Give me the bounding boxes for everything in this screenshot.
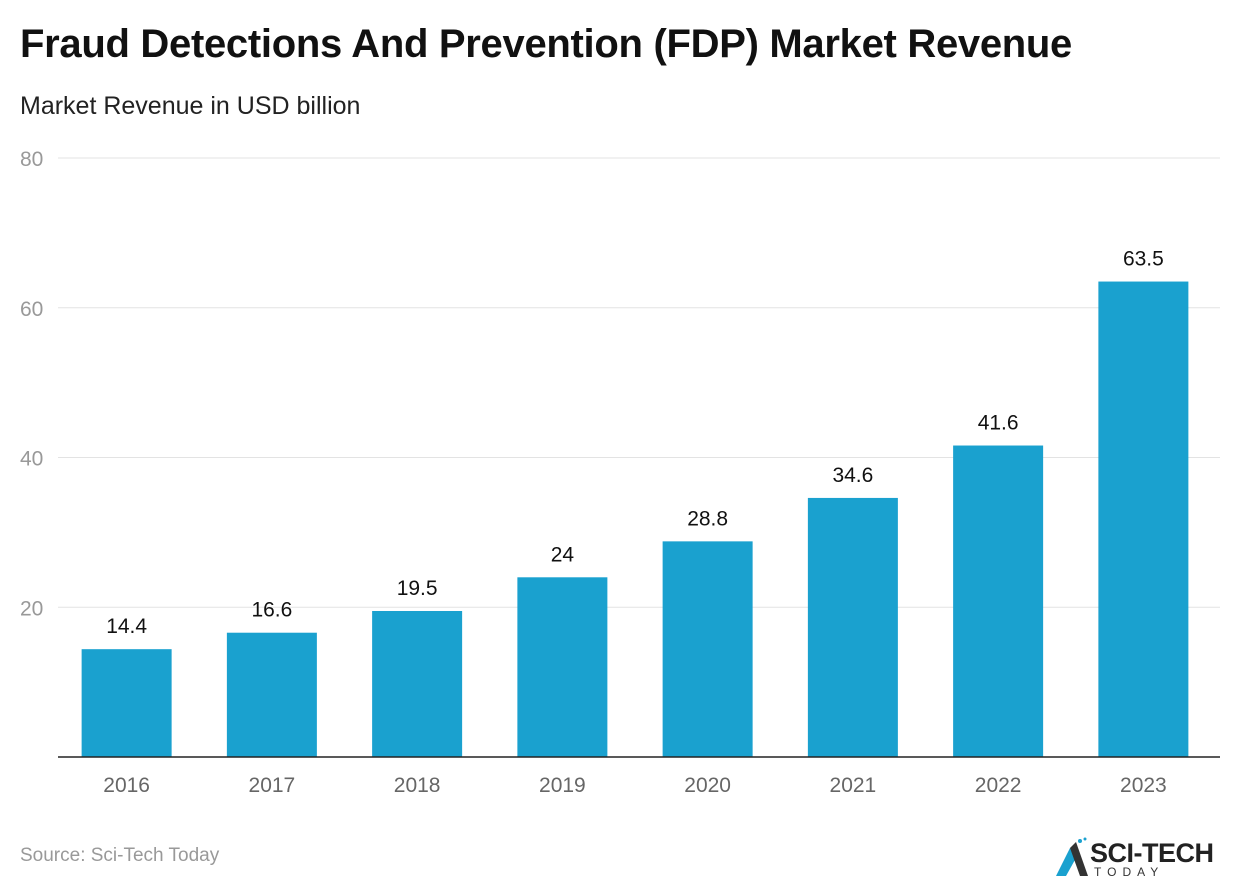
bar-chart: 20 40 60 80 14.4 2016 16.6 2017 19.5 2018 24 2019 28… xyxy=(20,148,1220,797)
data-label: 28.8 xyxy=(687,507,728,530)
logo-icon xyxy=(1056,837,1088,876)
data-label: 24 xyxy=(551,543,575,566)
x-tick-label: 2017 xyxy=(249,774,296,797)
bar-2020 xyxy=(662,541,753,757)
x-tick-label: 2018 xyxy=(394,774,441,797)
source-note: Source: Sci-Tech Today xyxy=(20,845,220,866)
bar-2019 xyxy=(517,577,608,757)
bar-2017 xyxy=(226,632,317,757)
bar-2018 xyxy=(372,610,463,757)
x-tick-label: 2021 xyxy=(830,774,877,797)
bar-2021 xyxy=(807,497,898,757)
chart-subtitle: Market Revenue in USD billion xyxy=(20,92,361,120)
bar-2022 xyxy=(953,445,1044,757)
data-label: 14.4 xyxy=(106,615,147,638)
x-tick-label: 2019 xyxy=(539,774,586,797)
bar-2023 xyxy=(1098,281,1189,757)
data-label: 19.5 xyxy=(397,577,438,600)
x-tick-label: 2023 xyxy=(1120,774,1167,797)
data-label: 16.6 xyxy=(251,599,292,622)
x-tick-label: 2022 xyxy=(975,774,1022,797)
data-label: 34.6 xyxy=(832,464,873,487)
y-tick-label: 80 xyxy=(20,148,43,171)
y-tick-label: 60 xyxy=(20,298,43,321)
x-tick-label: 2020 xyxy=(684,774,731,797)
logo-subtext: TODAY xyxy=(1094,865,1165,879)
data-label: 41.6 xyxy=(978,412,1019,435)
chart-title: Fraud Detections And Prevention (FDP) Ma… xyxy=(20,22,1072,66)
y-tick-label: 40 xyxy=(20,448,43,471)
sci-tech-today-logo: SCI-TECH TODAY xyxy=(1052,836,1227,880)
data-label: 63.5 xyxy=(1123,248,1164,271)
logo-text: SCI-TECH xyxy=(1090,838,1214,868)
x-tick-label: 2016 xyxy=(103,774,150,797)
y-tick-label: 20 xyxy=(20,597,43,620)
bar-2016 xyxy=(81,649,172,757)
